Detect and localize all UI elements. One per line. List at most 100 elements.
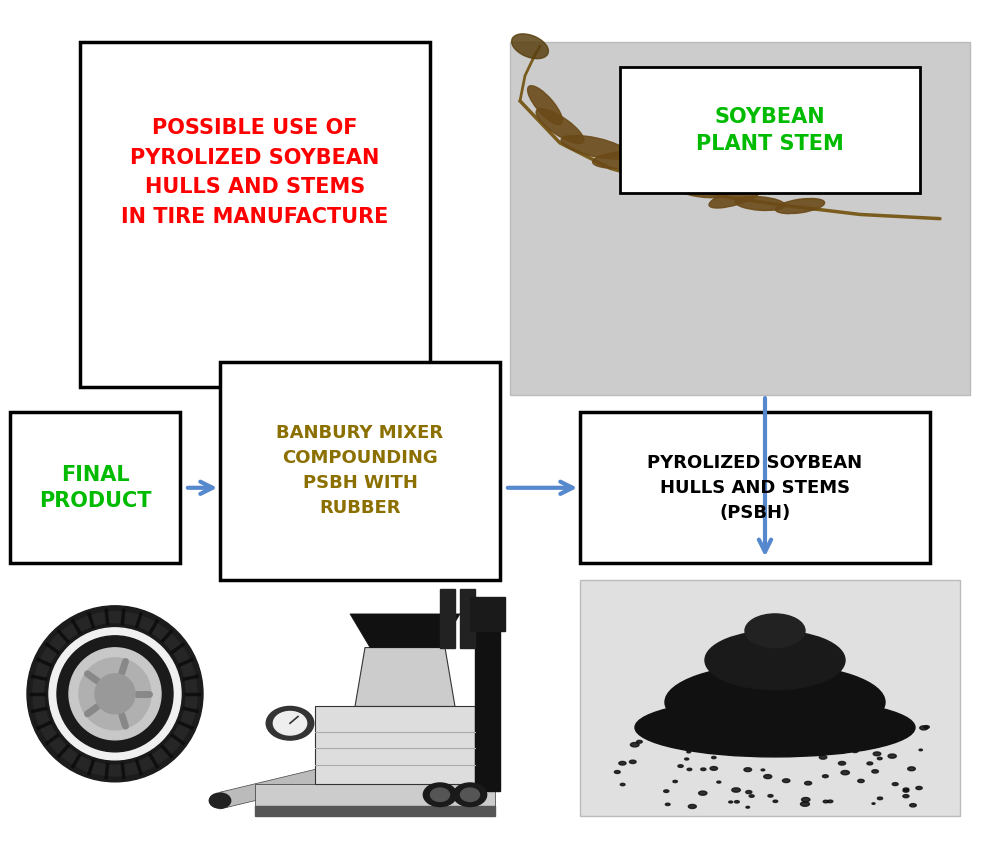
Ellipse shape (768, 795, 773, 797)
Ellipse shape (864, 734, 867, 736)
Ellipse shape (460, 788, 480, 801)
Ellipse shape (903, 795, 909, 798)
Ellipse shape (764, 736, 768, 738)
Ellipse shape (673, 780, 677, 783)
Ellipse shape (453, 783, 487, 807)
Ellipse shape (828, 800, 833, 802)
Polygon shape (350, 614, 460, 648)
Text: SOYBEAN
PLANT STEM: SOYBEAN PLANT STEM (696, 107, 844, 154)
Ellipse shape (629, 760, 636, 764)
Ellipse shape (844, 737, 852, 740)
Ellipse shape (635, 698, 915, 757)
Ellipse shape (903, 788, 909, 791)
Text: PYROLIZED SOYBEAN
HULLS AND STEMS
(PSBH): PYROLIZED SOYBEAN HULLS AND STEMS (PSBH) (647, 454, 863, 521)
Ellipse shape (749, 795, 754, 797)
Ellipse shape (671, 181, 729, 198)
Ellipse shape (678, 764, 683, 767)
Ellipse shape (266, 706, 314, 740)
Ellipse shape (775, 198, 825, 214)
Ellipse shape (687, 768, 692, 770)
Text: POSSIBLE USE OF
PYROLIZED SOYBEAN
HULLS AND STEMS
IN TIRE MANUFACTURE: POSSIBLE USE OF PYROLIZED SOYBEAN HULLS … (121, 118, 389, 227)
Ellipse shape (95, 674, 135, 714)
Ellipse shape (561, 135, 629, 159)
Ellipse shape (841, 770, 849, 775)
Ellipse shape (777, 754, 782, 755)
Ellipse shape (744, 768, 752, 771)
Ellipse shape (745, 614, 805, 648)
Ellipse shape (528, 86, 562, 124)
Ellipse shape (665, 803, 670, 806)
Ellipse shape (861, 731, 868, 734)
Ellipse shape (536, 108, 584, 144)
Ellipse shape (888, 754, 896, 759)
Ellipse shape (761, 769, 765, 771)
Ellipse shape (273, 711, 307, 735)
Ellipse shape (49, 628, 181, 759)
Ellipse shape (916, 786, 922, 790)
Ellipse shape (614, 770, 620, 774)
Bar (255, 806, 495, 816)
Ellipse shape (800, 801, 809, 807)
Ellipse shape (732, 788, 740, 792)
Ellipse shape (712, 756, 716, 759)
Ellipse shape (699, 791, 707, 796)
Ellipse shape (710, 766, 718, 770)
Ellipse shape (79, 658, 151, 730)
Ellipse shape (701, 768, 706, 770)
Ellipse shape (819, 755, 827, 759)
Bar (255, 784, 495, 807)
Ellipse shape (782, 779, 790, 783)
FancyBboxPatch shape (220, 362, 500, 580)
Ellipse shape (831, 737, 838, 740)
Ellipse shape (823, 801, 828, 803)
Ellipse shape (670, 743, 676, 747)
FancyBboxPatch shape (80, 42, 430, 387)
Ellipse shape (924, 726, 929, 728)
Ellipse shape (877, 797, 883, 800)
Ellipse shape (919, 749, 922, 751)
Polygon shape (355, 648, 455, 706)
Ellipse shape (512, 34, 548, 59)
Ellipse shape (636, 167, 694, 187)
Ellipse shape (209, 793, 231, 808)
Ellipse shape (45, 624, 185, 764)
Ellipse shape (908, 767, 915, 770)
Ellipse shape (858, 780, 864, 783)
Ellipse shape (620, 156, 670, 180)
Ellipse shape (430, 788, 450, 801)
Ellipse shape (867, 762, 873, 764)
Ellipse shape (872, 803, 875, 804)
Ellipse shape (688, 805, 696, 808)
Ellipse shape (877, 758, 882, 759)
Ellipse shape (910, 804, 916, 807)
Ellipse shape (748, 753, 755, 755)
Ellipse shape (57, 636, 173, 752)
Ellipse shape (746, 791, 752, 794)
Ellipse shape (843, 735, 847, 738)
FancyBboxPatch shape (10, 412, 180, 563)
Ellipse shape (69, 648, 161, 740)
Bar (440, 589, 455, 648)
Ellipse shape (802, 797, 810, 801)
Ellipse shape (873, 752, 881, 756)
Ellipse shape (664, 790, 669, 792)
Ellipse shape (838, 761, 846, 765)
Ellipse shape (27, 606, 203, 782)
Ellipse shape (805, 781, 812, 785)
Ellipse shape (687, 751, 691, 753)
Ellipse shape (903, 790, 909, 792)
Bar (470, 597, 505, 631)
Bar (475, 622, 500, 791)
Ellipse shape (920, 726, 928, 730)
Text: BANBURY MIXER
COMPOUNDING
PSBH WITH
RUBBER: BANBURY MIXER COMPOUNDING PSBH WITH RUBB… (276, 425, 444, 517)
Ellipse shape (735, 197, 785, 210)
Ellipse shape (593, 151, 657, 168)
Ellipse shape (746, 807, 750, 808)
Polygon shape (315, 706, 475, 784)
Ellipse shape (852, 749, 858, 753)
FancyBboxPatch shape (580, 412, 930, 563)
Ellipse shape (705, 631, 845, 690)
Ellipse shape (33, 611, 197, 776)
Ellipse shape (637, 740, 642, 743)
Ellipse shape (665, 664, 885, 740)
